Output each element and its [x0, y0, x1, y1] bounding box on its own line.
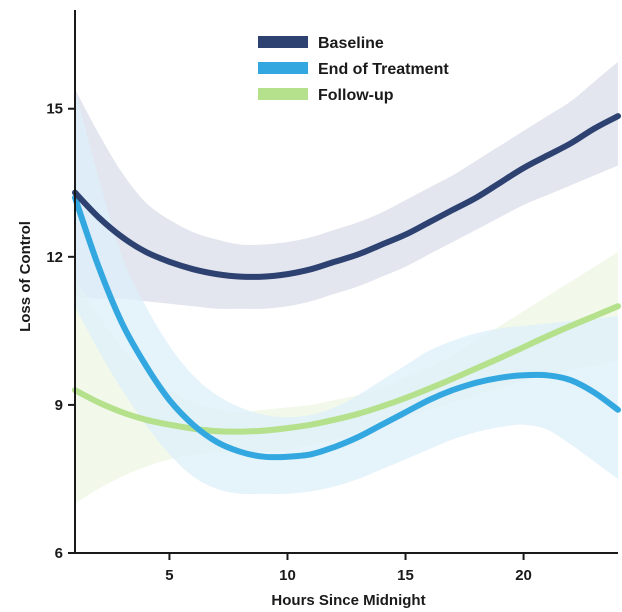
legend: Baseline End of Treatment Follow-up — [258, 35, 449, 104]
y-tick-label: 12 — [46, 249, 63, 266]
legend-swatch-2 — [258, 62, 308, 74]
series-line-1 — [72, 113, 621, 280]
x-tick-label: 15 — [397, 567, 414, 584]
y-tick-label: 6 — [55, 545, 63, 562]
series-line-2 — [72, 194, 621, 461]
x-tick-label: 20 — [515, 567, 532, 584]
axes — [74, 10, 618, 554]
legend-label-2: End of Treatment — [318, 61, 449, 78]
confidence-bands — [75, 61, 618, 504]
confidence-band-1 — [75, 61, 618, 309]
series-line-3 — [72, 303, 621, 435]
series-lines — [72, 113, 621, 461]
legend-swatch-1 — [258, 36, 308, 48]
legend-label-3: Follow-up — [318, 87, 394, 104]
y-axis-title: Loss of Control — [17, 221, 34, 332]
y-tick-label: 9 — [55, 397, 63, 414]
confidence-band-2 — [75, 89, 618, 495]
y-tick-label: 15 — [46, 101, 63, 118]
ticks: 6 9 12 15 5 10 15 20 — [46, 101, 532, 584]
x-tick-label: 5 — [165, 567, 173, 584]
x-tick-label: 10 — [279, 567, 296, 584]
x-axis-title: Hours Since Midnight — [271, 592, 425, 609]
legend-swatch-3 — [258, 88, 308, 100]
legend-label-1: Baseline — [318, 35, 384, 52]
